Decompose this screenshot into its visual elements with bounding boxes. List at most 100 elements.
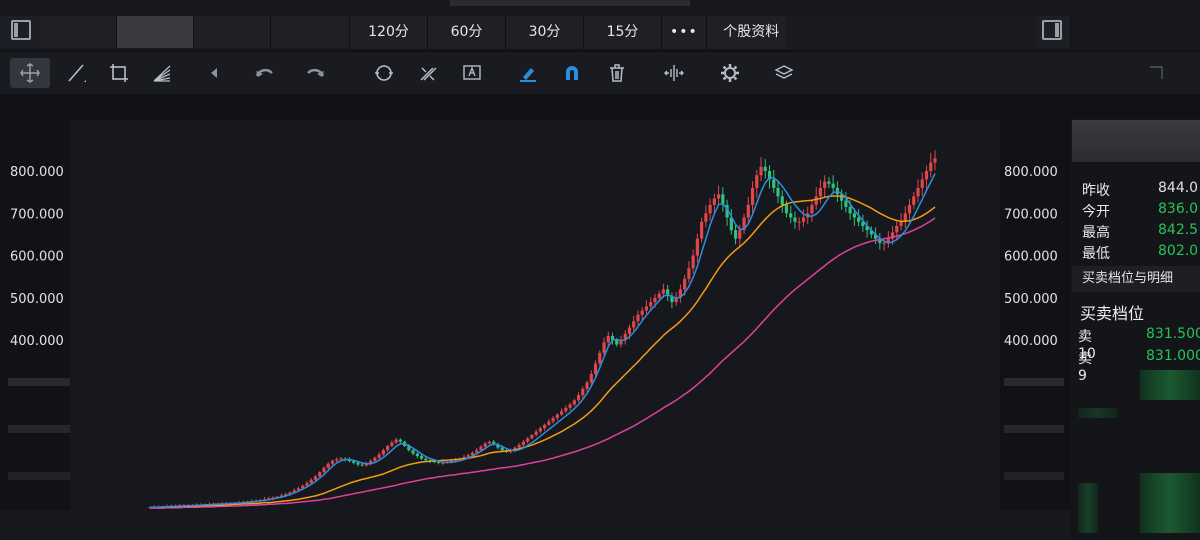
left-panel-toggle-icon[interactable] [11, 20, 31, 40]
candle-up [296, 488, 301, 491]
candle-up [555, 414, 559, 419]
quote-label: 最高 [1082, 225, 1110, 241]
candle-down [861, 221, 865, 226]
candle-up [581, 388, 585, 396]
blurred-tab-1[interactable] [42, 16, 117, 48]
brush-tool-icon[interactable] [412, 58, 444, 88]
candle-up [890, 232, 895, 239]
blurred-tab-4[interactable] [271, 16, 350, 48]
candle-down [411, 450, 415, 454]
candle-down [784, 204, 789, 214]
y-tick-label-right: 500.000 [1004, 292, 1058, 307]
candle-up [606, 335, 610, 343]
candle-up [691, 255, 695, 269]
candle-up [657, 293, 661, 298]
candle-up [903, 213, 907, 222]
candle-down [780, 196, 784, 205]
candle-up [462, 456, 466, 459]
crosshair-icon[interactable] [10, 58, 50, 88]
candle-up [483, 443, 487, 447]
candle-up [576, 395, 581, 401]
line-icon[interactable] [60, 58, 92, 88]
drawing-toolbar [0, 52, 1200, 94]
candlestick-chart[interactable]: 800.000 700.000 600.000 500.000 400.000 800.… [0, 120, 1070, 510]
blurred-tab-3[interactable] [194, 16, 271, 48]
candle-up [716, 194, 721, 199]
candle-up [619, 340, 623, 345]
candle-up [284, 494, 288, 496]
candle-down [878, 238, 882, 243]
blurred-order-rows [1078, 408, 1118, 418]
candle-up [823, 181, 827, 188]
trash-icon[interactable] [601, 58, 633, 88]
y-tick-label-right: 400.000 [1004, 334, 1058, 349]
candle-up [602, 342, 606, 353]
candle-down [763, 166, 767, 171]
top-bar-highlight [450, 0, 690, 6]
candle-down [670, 295, 674, 303]
quote-row-open: 今开 836.0 [1082, 201, 1200, 221]
candle-up [742, 217, 746, 231]
candle-up [394, 439, 398, 443]
fan-icon[interactable] [146, 58, 178, 88]
candle-up [632, 321, 636, 328]
tab-30min[interactable]: 30分 [506, 16, 584, 49]
candle-down [840, 194, 844, 201]
candle-down [772, 179, 776, 188]
candle-down [496, 444, 500, 448]
blurred-tick-left-2 [8, 425, 70, 433]
blurred-order-rows [1078, 483, 1098, 533]
candle-down [352, 461, 356, 463]
candle-up [449, 460, 453, 463]
moving-average-lines [150, 173, 936, 509]
candle-up [487, 441, 492, 444]
magnet-icon[interactable] [556, 58, 588, 88]
quote-panel: 昨收 844.0 今开 836.0 最高 842.5 最低 802.0 买卖档位… [1070, 118, 1200, 540]
tab-stock-info[interactable]: 个股资料 [706, 16, 797, 49]
candle-down [398, 439, 402, 442]
candles-group [148, 150, 937, 510]
text-icon[interactable] [456, 58, 488, 88]
layers-icon[interactable] [768, 58, 800, 88]
tab-15min[interactable]: 15分 [584, 16, 662, 49]
rotate-icon[interactable] [368, 58, 400, 88]
candle-up [373, 457, 377, 461]
stock-name-header [1072, 120, 1200, 162]
tab-120min[interactable]: 120分 [350, 16, 428, 49]
candle-up [920, 179, 924, 188]
chart-canvas[interactable]: 800.000 700.000 600.000 500.000 400.000 800.… [0, 120, 1070, 510]
blurred-order-rows [1140, 473, 1200, 533]
y-tick-label-left: 400.000 [10, 334, 64, 349]
top-tab-bar: 120分 60分 30分 15分 ••• 个股资料 [0, 0, 1200, 50]
candle-up [441, 462, 445, 464]
candle-up [627, 327, 632, 334]
candle-up [585, 382, 589, 389]
candle-down [610, 335, 615, 341]
candle-up [377, 454, 381, 458]
candle-down [776, 187, 780, 197]
candle-up [543, 424, 547, 429]
candle-up [814, 196, 818, 205]
candle-up [364, 463, 369, 466]
quote-label: 昨收 [1082, 183, 1110, 199]
redo-icon[interactable] [300, 58, 332, 88]
candle-up [886, 238, 890, 243]
quote-value: 842.5 [1158, 222, 1199, 238]
order-detail-link[interactable]: 买卖档位与明细 [1072, 266, 1200, 292]
tab-more[interactable]: ••• [662, 16, 707, 49]
expand-icon[interactable] [1140, 58, 1172, 88]
right-panel-toggle-icon[interactable] [1042, 20, 1062, 40]
highlighter-icon[interactable] [512, 58, 544, 88]
y-axis-left: 800.000 700.000 600.000 500.000 400.000 [10, 165, 64, 349]
candle-up [593, 363, 598, 375]
fit-icon[interactable] [658, 58, 690, 88]
tab-60min[interactable]: 60分 [428, 16, 506, 49]
blurred-tab-2[interactable] [117, 16, 194, 48]
gear-icon[interactable] [714, 58, 746, 88]
undo-icon[interactable] [248, 58, 280, 88]
candle-down [725, 204, 729, 218]
candle-down [827, 181, 831, 184]
rect-icon[interactable] [103, 58, 135, 88]
arrow-left-icon[interactable] [198, 58, 230, 88]
candle-down [844, 200, 848, 207]
